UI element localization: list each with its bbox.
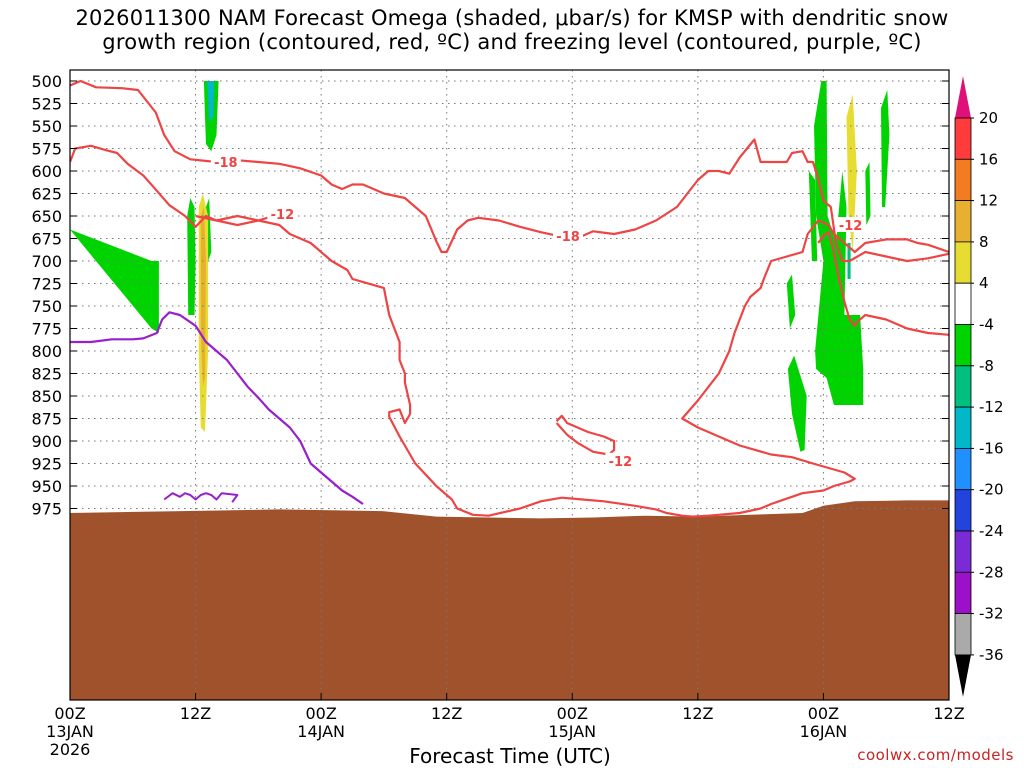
colorbar-bin--32-to--36 [954,613,972,656]
ytick-label-825: 825 [31,365,62,384]
colorbar-label-16: 16 [979,150,998,168]
ytick-label-600: 600 [31,162,62,181]
contour-label-dgz-minus12-upper: -12 [271,208,295,223]
xtick-date-48: 15JAN [548,722,596,741]
colorbar-bin--20-to--24 [954,489,972,532]
contour-label-dgz-minus12-low: -12 [609,455,633,470]
xtick-label-0: 00Z [54,704,85,723]
ytick-label-575: 575 [31,140,62,159]
omega-area-uplift-end-big [814,81,864,405]
colorbar-label-20: 20 [979,109,998,127]
freezing-level-line [70,311,364,505]
colorbar-label-12: 12 [979,192,998,210]
colorbar-bin--8-to--12 [954,365,972,408]
ytick-label-975: 975 [31,500,62,519]
colorbar-label--32: -32 [979,605,1004,623]
colorbar-label--16: -16 [979,439,1004,457]
colorbar-bin--4-to--8 [954,324,972,367]
colorbar-label-8: 8 [979,233,989,251]
ytick-label-875: 875 [31,410,62,429]
ytick-label-500: 500 [31,72,62,91]
ytick-label-900: 900 [31,432,62,451]
xtick-label-84: 12Z [933,704,964,723]
title-line-1: 2026011300 NAM Forecast Omega (shaded, μ… [75,6,949,30]
omega-area-uplift-end-right-mid [865,162,871,225]
colorbar-label--20: -20 [979,481,1004,499]
colorbar-bin--16-to--20 [954,447,972,491]
ytick-label-925: 925 [31,455,62,474]
xtick-label-24: 00Z [305,704,336,723]
contour-label-bg-dgz-minus18-upper [210,154,241,169]
omega-area-uplift-12z-column [187,198,196,315]
colorbar-bin--24-to--28 [954,530,972,573]
contour-label-dgz-minus18-lower: -18 [556,230,580,245]
plot-frame [69,69,950,701]
ytick-label-850: 850 [31,387,62,406]
omega-area-uplift-early-upper-teal [207,81,215,122]
colorbar-bin-20-to-16 [954,117,972,160]
colorbar-bin-4-to--4 [954,282,972,325]
ytick-label-775: 775 [31,320,62,339]
omega-area-uplift-end-left-b [787,355,807,452]
colorbar-bin-12-to-8 [954,200,972,243]
xtick-label-36: 12Z [431,704,462,723]
colorbar-bin--12-to--16 [954,406,972,449]
xtick-label-72: 00Z [808,704,839,723]
contour-dgz-minus12-mid [817,231,949,336]
xtick-label-12: 12Z [180,704,211,723]
xtick-date-72: 16JAN [800,722,848,741]
ytick-label-525: 525 [31,95,62,114]
omega-area-uplift-end-yellow [846,94,857,252]
contour-label-dgz-minus18-upper: -18 [214,156,238,171]
colorbar-label--12: -12 [979,398,1004,416]
colorbar-label--4: -4 [979,316,994,334]
colorbar-label-4: 4 [979,274,989,292]
contour-label-dgz-minus12-mid: -12 [839,219,863,234]
omega-area-uplift-early-a [70,229,159,333]
contour-dgz-minus12-upper [195,213,280,227]
colorbar-label--36: -36 [979,646,1004,664]
ytick-label-750: 750 [31,297,62,316]
ytick-label-700: 700 [31,252,62,271]
contour-label-bg-dgz-minus12-upper [267,206,298,222]
xtick-label-60: 12Z [682,704,713,723]
ytick-label-550: 550 [31,117,62,136]
ytick-label-650: 650 [31,207,62,226]
ytick-label-800: 800 [31,342,62,361]
omega-area-uplift-end-tall-right [881,90,890,207]
colorbar-bin-8-to-4 [954,241,972,284]
terrain-fill [70,500,949,700]
xtick-date-0: 13JAN [46,722,94,741]
colorbar-bin--28-to--32 [954,571,972,614]
xtick-date-24: 14JAN [297,722,345,741]
colorbar-bin-16-to-12 [954,158,972,202]
colorbar-label--24: -24 [979,522,1004,540]
colorbar-top-arrow [955,76,971,118]
ytick-label-625: 625 [31,185,62,204]
colorbar-bottom-arrow [955,654,971,697]
freezing-ground-segment-0 [163,492,239,503]
ytick-label-675: 675 [31,230,62,249]
xtick-year-0: 2026 [50,740,91,759]
xtick-label-48: 00Z [557,704,588,723]
colorbar-label--8: -8 [979,357,994,375]
contour-label-bg-dgz-minus12-low [605,452,636,468]
contour-dgz-minus18-lower [70,144,949,518]
ytick-label-725: 725 [31,275,62,294]
x-axis-label: Forecast Time (UTC) [409,744,611,768]
contour-label-bg-dgz-minus18-lower [553,227,584,243]
contour-dgz-minus12-low [555,414,616,456]
omega-area-uplift-end-left-a [786,274,796,329]
site-credit[interactable]: coolwx.com/models [857,746,1014,764]
colorbar-label--28: -28 [979,563,1004,581]
contour-label-bg-dgz-minus12-mid [835,217,866,232]
ytick-label-950: 950 [31,477,62,496]
title-line-2: growth region (contoured, red, ºC) and f… [102,30,922,54]
chart-title: 2026011300 NAM Forecast Omega (shaded, μ… [0,6,1024,54]
